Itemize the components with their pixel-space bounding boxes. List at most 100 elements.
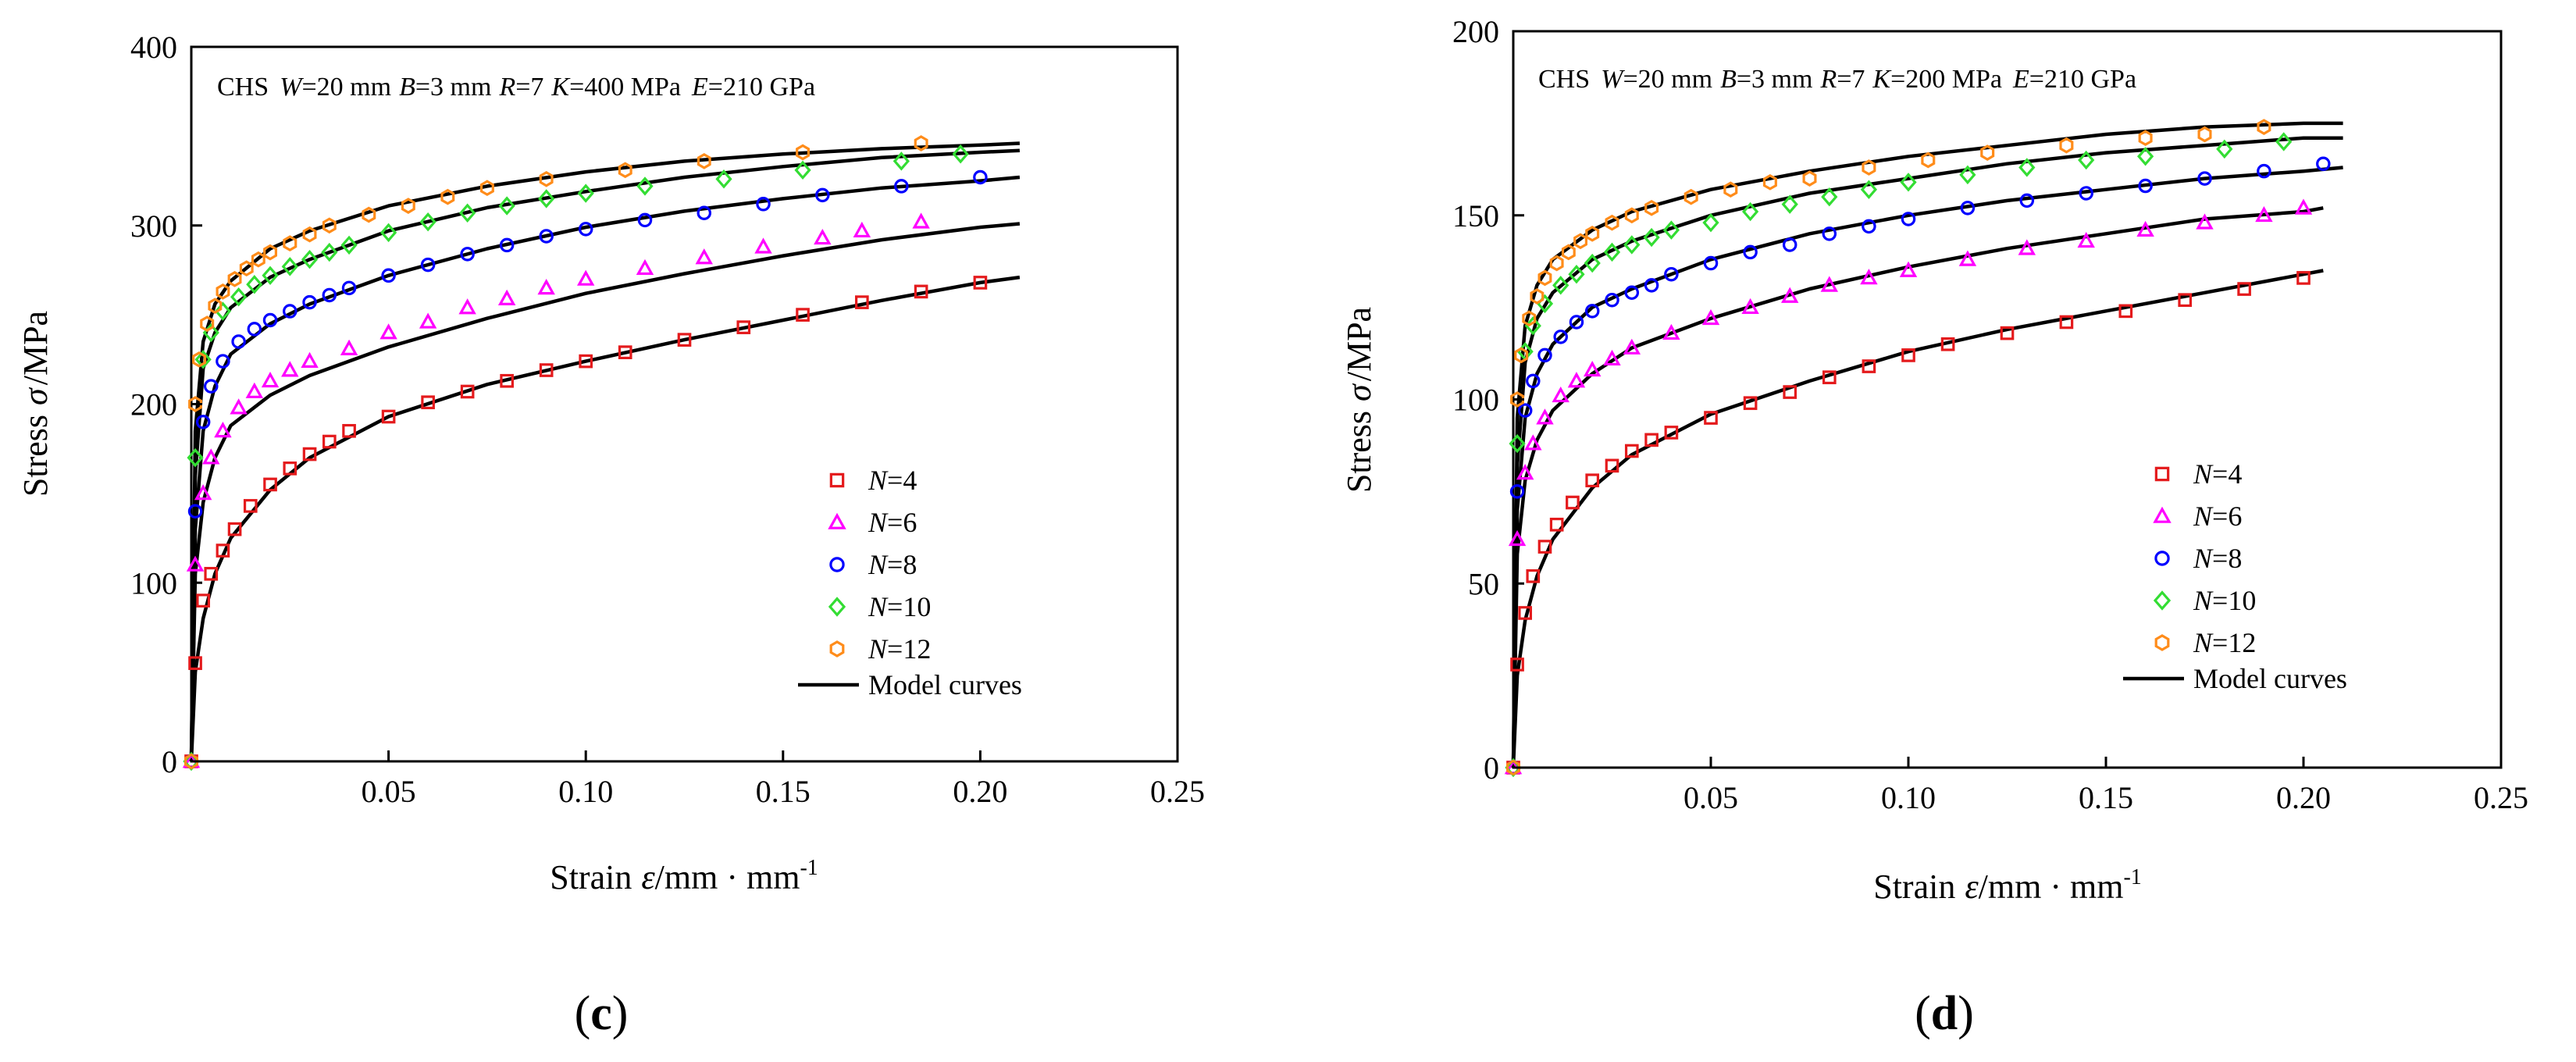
marker-n6 — [2294, 198, 2313, 215]
marker-n8 — [1782, 237, 1797, 252]
marker-n4 — [283, 462, 298, 476]
marker-n8 — [1960, 201, 1976, 216]
marker-n6 — [2136, 220, 2154, 237]
marker-n8 — [341, 280, 357, 296]
x-tick-label: 0.25 — [2474, 780, 2528, 815]
legend-label-model: Model curves — [868, 669, 1022, 700]
marker-n8 — [283, 304, 298, 319]
x-tick-label: 0.25 — [1150, 774, 1205, 809]
panel-label-d: (d) — [1915, 987, 1974, 1040]
marker-n8 — [1584, 304, 1600, 319]
marker-n10 — [2078, 150, 2095, 170]
marker-n10 — [1781, 194, 1798, 214]
marker-n8 — [1569, 315, 1584, 330]
legend-item-n4: N=4 — [2154, 458, 2242, 490]
marker-n8 — [216, 354, 230, 369]
marker-n4 — [1518, 606, 1533, 620]
marker-n10 — [281, 257, 298, 276]
marker-n8 — [1624, 285, 1640, 301]
marker-n8 — [539, 229, 554, 244]
marker-n4 — [1783, 385, 1797, 399]
marker-n4 — [2059, 315, 2074, 330]
marker-n6 — [1536, 408, 1554, 425]
marker-n4 — [1862, 359, 1876, 373]
marker-n6 — [2077, 231, 2095, 248]
x-ticks: 0.05 0.10 0.15 0.20 0.25 — [362, 750, 1205, 809]
legend-marker-n8 — [2154, 551, 2170, 566]
marker-n6 — [340, 339, 358, 355]
legend-marker-n6 — [2153, 506, 2172, 523]
legend-marker-n12 — [829, 640, 845, 658]
x-axis-label: Strain ε/mm · mm-1 — [550, 856, 818, 896]
marker-n4 — [204, 566, 219, 581]
marker-n8 — [1644, 278, 1659, 293]
data-markers — [182, 135, 988, 772]
marker-n4 — [322, 434, 337, 449]
marker-n10 — [1900, 173, 1917, 192]
marker-n6 — [2196, 213, 2214, 230]
marker-n6 — [754, 237, 772, 254]
marker-n10 — [194, 350, 212, 369]
marker-n12 — [2197, 126, 2212, 143]
annotation-e: 210 GPa — [2044, 65, 2136, 94]
marker-n12 — [1723, 181, 1738, 198]
marker-n12 — [1585, 225, 1600, 242]
marker-n10 — [2018, 158, 2036, 177]
marker-n10 — [340, 235, 358, 255]
marker-n12 — [239, 260, 254, 277]
marker-n12 — [796, 144, 811, 161]
marker-n6 — [379, 323, 397, 340]
marker-n10 — [1623, 235, 1641, 255]
legend-label: N=8 — [2193, 543, 2242, 574]
marker-n6 — [1552, 386, 1569, 403]
marker-n10 — [262, 266, 279, 286]
marker-n4 — [460, 384, 475, 399]
legend-item-n10: N=10 — [828, 591, 931, 622]
marker-n12 — [1862, 159, 1876, 176]
marker-n6 — [853, 221, 871, 238]
marker-n4 — [2296, 271, 2311, 285]
marker-n12 — [1644, 199, 1659, 216]
marker-n8 — [1526, 373, 1541, 389]
marker-n6 — [1860, 269, 1878, 285]
y-tick-label: 100 — [1452, 383, 1499, 418]
legend-label: N=12 — [868, 633, 931, 665]
marker-n4 — [1510, 658, 1524, 672]
model-curve-n6 — [189, 222, 1021, 762]
marker-n6 — [1524, 434, 1542, 451]
marker-n10 — [538, 189, 555, 208]
marker-n6 — [497, 289, 516, 305]
marker-n10 — [1552, 276, 1569, 295]
marker-n12 — [1549, 255, 1564, 272]
marker-n12 — [1537, 269, 1552, 287]
legend-marker-n4 — [2154, 466, 2170, 482]
legend-marker-n4 — [829, 472, 845, 488]
marker-n4 — [1537, 540, 1552, 554]
marker-n6 — [1623, 338, 1641, 355]
model-curve-n8 — [1511, 166, 2343, 768]
marker-n8 — [460, 247, 475, 262]
marker-n4 — [2118, 304, 2133, 319]
marker-n12 — [1530, 288, 1545, 305]
marker-n6 — [202, 448, 220, 465]
legend-label: N=6 — [2193, 501, 2242, 532]
marker-n6 — [814, 228, 832, 245]
marker-n4 — [381, 409, 396, 424]
marker-n8 — [195, 415, 211, 429]
marker-n4 — [1704, 411, 1718, 425]
marker-n6 — [1583, 360, 1602, 377]
marker-n4 — [855, 295, 869, 309]
marker-n8 — [1703, 255, 1719, 271]
marker-n12 — [1510, 391, 1525, 408]
legend-label: N=6 — [868, 507, 917, 538]
marker-n6 — [301, 351, 319, 368]
marker-n6 — [281, 361, 299, 377]
legend-label: N=4 — [868, 465, 917, 496]
marker-n8 — [204, 379, 219, 394]
legend-item-n10: N=10 — [2153, 585, 2256, 616]
marker-n8 — [187, 504, 203, 519]
y-tick-label: 0 — [162, 744, 177, 779]
marker-n12 — [914, 135, 928, 151]
marker-n4 — [302, 447, 317, 462]
